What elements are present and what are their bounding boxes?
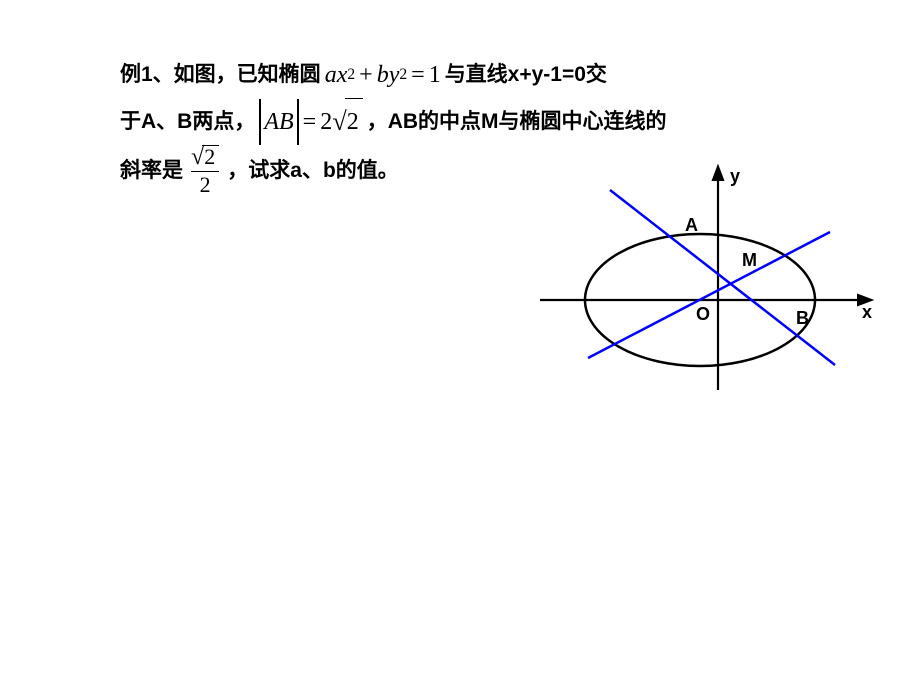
- label-x: x: [862, 302, 872, 323]
- text: 斜率是: [120, 148, 183, 194]
- text: 于A、B两点，: [120, 99, 255, 145]
- label-y: y: [730, 166, 740, 187]
- line-2: 于A、B两点， AB = 2 √2 ， AB的中点M与椭圆中心连线的: [120, 98, 820, 145]
- line-1: 例1、如图，已知椭圆 ax2 + by2 = 1 与直线x+y-1=0交: [120, 52, 820, 98]
- diagram: y A M O x B: [530, 150, 890, 410]
- ellipse-equation: ax2 + by2 = 1: [325, 52, 441, 98]
- line-ab: [610, 190, 835, 365]
- diagram-svg: [530, 150, 890, 410]
- label-m: M: [742, 250, 757, 271]
- text: 与直线x+y-1=0交: [445, 52, 607, 98]
- label-a: A: [685, 215, 698, 236]
- text: AB的中点M与椭圆中心连线的: [388, 99, 667, 145]
- text: ，试求a、b的值。: [227, 148, 399, 194]
- ab-length: AB = 2 √2: [259, 98, 362, 145]
- text: ，: [367, 99, 388, 145]
- text: 例1、如图，已知椭圆: [120, 52, 321, 98]
- label-b: B: [796, 308, 809, 329]
- label-o: O: [696, 304, 710, 325]
- slope-fraction: √2 2: [187, 145, 223, 196]
